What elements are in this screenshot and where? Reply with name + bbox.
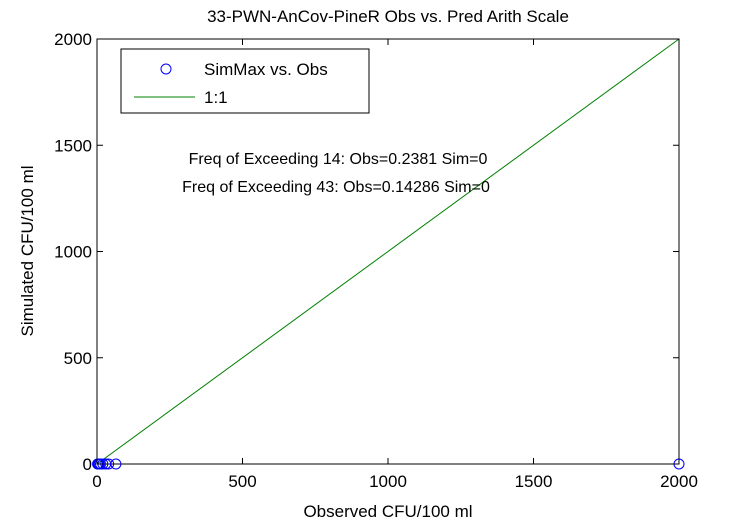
legend-label-one-to-one: 1:1 <box>204 88 228 107</box>
legend-box <box>120 48 370 114</box>
x-tick-label: 500 <box>228 472 256 491</box>
one-to-one-line <box>96 38 680 465</box>
chart-title: 33-PWN-AnCov-PineR Obs vs. Pred Arith Sc… <box>207 7 569 26</box>
x-tick-label: 2000 <box>660 472 698 491</box>
annotation-freq-43: Freq of Exceeding 43: Obs=0.14286 Sim=0 <box>182 179 490 196</box>
axis-ticks: 0 500 1000 1500 2000 0 500 1000 1500 2000 <box>54 30 698 491</box>
scatter-point <box>110 458 122 470</box>
legend-label-simmax: SimMax vs. Obs <box>204 60 328 79</box>
x-tick-label: 1500 <box>515 472 553 491</box>
legend: SimMax vs. Obs 1:1 <box>120 48 370 114</box>
x-axis-label: Observed CFU/100 ml <box>303 502 472 521</box>
y-tick-label: 2000 <box>54 30 92 49</box>
legend-marker-circle <box>160 63 172 75</box>
x-tick-label: 0 <box>92 472 101 491</box>
y-tick-label: 0 <box>83 455 92 474</box>
scatter-point <box>94 458 106 470</box>
annotation-freq-14: Freq of Exceeding 14: Obs=0.2381 Sim=0 <box>189 151 488 168</box>
y-tick-label: 500 <box>64 349 92 368</box>
scatter-point <box>103 458 115 470</box>
x-tick-label: 1000 <box>369 472 407 491</box>
y-tick-label: 1500 <box>54 136 92 155</box>
y-axis-label: Simulated CFU/100 ml <box>18 165 37 336</box>
y-tick-label: 1000 <box>54 243 92 262</box>
